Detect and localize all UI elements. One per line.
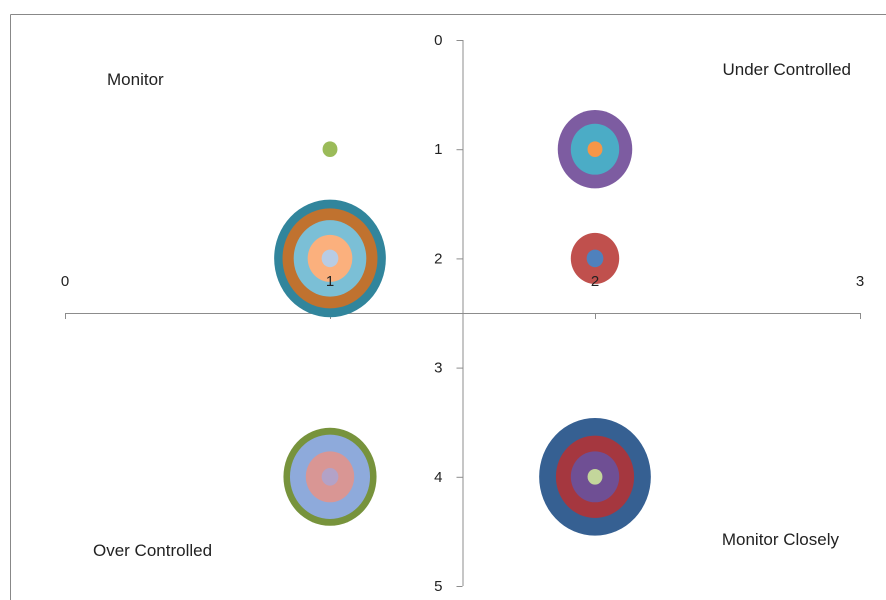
x-tick-label: 3 [856,273,864,290]
quadrant-label-bottom-right: Monitor Closely [722,530,840,549]
quadrant-label-top-left: Monitor [107,70,164,89]
x-tick-label: 0 [61,273,69,290]
y-tick-label: 0 [434,32,442,49]
y-tick-label: 2 [434,250,442,267]
x-tick-label: 2 [591,273,599,290]
bubble-18 [587,468,603,485]
bubble-10 [586,249,604,268]
bubble-14 [321,467,339,486]
bubble-8 [587,141,603,158]
quadrant-label-bottom-left: Over Controlled [93,541,212,560]
y-tick-label: 1 [434,141,442,158]
y-tick-label: 3 [434,360,442,377]
bubble-0 [322,141,338,158]
quadrant-label-top-right: Under Controlled [722,60,851,79]
y-tick-label: 5 [434,578,442,595]
y-tick-label: 4 [434,469,442,486]
x-tick-label: 1 [326,273,334,290]
bubble-5 [321,249,339,268]
